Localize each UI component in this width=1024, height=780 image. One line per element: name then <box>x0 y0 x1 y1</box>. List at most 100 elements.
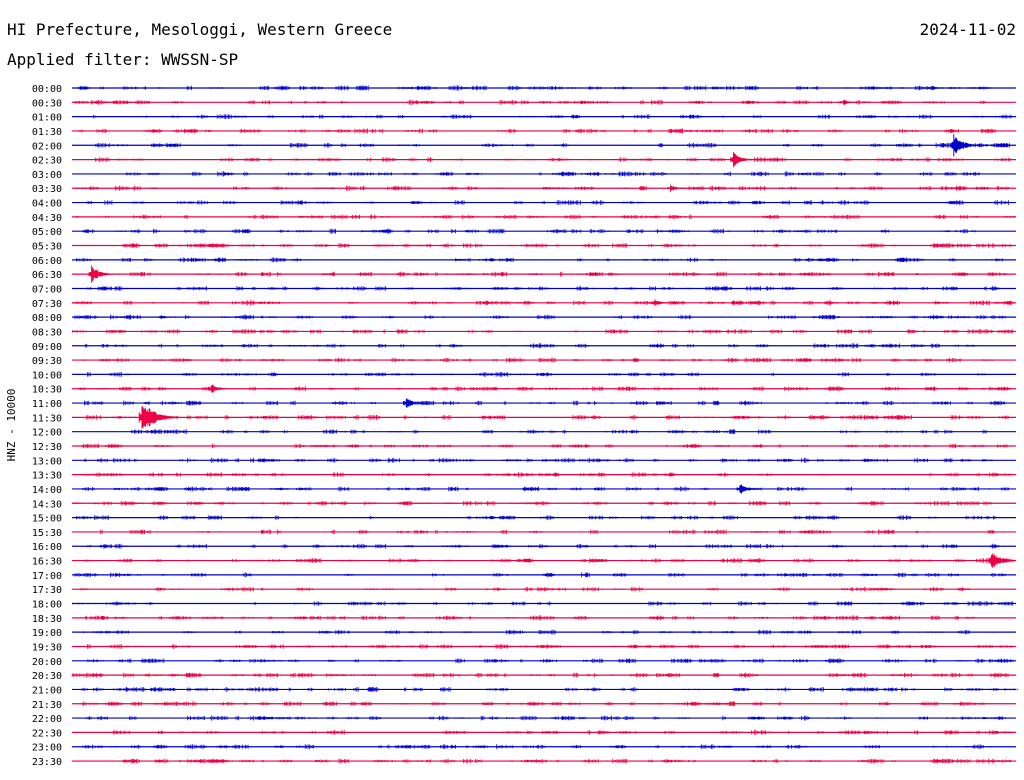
trace-noise <box>73 99 986 105</box>
row-time-label: 14:30 <box>32 499 62 510</box>
trace-noise <box>78 386 1011 392</box>
seismic-event <box>403 398 423 408</box>
time-labels: 00:00 00:30 01:00 01:30 02:00 02:30 03:00 03:30… <box>32 84 62 768</box>
row-time-label: 04:30 <box>32 213 62 224</box>
row-time-label: 11:30 <box>32 413 62 424</box>
trace-noise <box>76 85 991 91</box>
trace-noise <box>72 329 1014 334</box>
trace-noise <box>81 443 1008 449</box>
row-time-label: 07:00 <box>32 284 62 295</box>
trace-noise <box>71 672 1009 678</box>
row-time-label: 16:30 <box>32 557 62 568</box>
trace-noise <box>82 486 1009 492</box>
trace-noise <box>113 729 1011 735</box>
row-time-label: 23:30 <box>32 757 62 768</box>
seismic-event <box>208 384 227 393</box>
trace-noise <box>71 500 992 506</box>
trace-noise <box>86 200 1009 205</box>
trace-noise <box>76 185 1009 191</box>
row-time-label: 19:30 <box>32 642 62 653</box>
row-time-label: 06:30 <box>32 270 62 281</box>
seismic-event <box>988 553 1015 568</box>
row-time-label: 20:00 <box>32 657 62 668</box>
seismogram-traces <box>71 85 1018 764</box>
trace-noise <box>82 228 976 234</box>
trace-noise <box>126 171 980 177</box>
row-time-label: 23:00 <box>32 743 62 754</box>
seismic-event <box>651 299 668 307</box>
row-time-label: 00:30 <box>32 98 62 109</box>
trace-noise <box>72 601 1014 606</box>
row-time-label: 01:00 <box>32 113 62 124</box>
trace-noise <box>85 615 976 621</box>
trace-noise <box>76 257 1003 263</box>
row-time-label: 05:00 <box>32 227 62 238</box>
trace-noise <box>74 572 1006 578</box>
trace-noise <box>83 472 1011 478</box>
y-axis-label: HNZ - 10000 <box>5 389 18 462</box>
station-title: HI Prefecture, Mesologgi, Western Greece <box>7 20 393 39</box>
trace-noise <box>81 357 994 363</box>
row-time-label: 11:00 <box>32 399 62 410</box>
trace-noise <box>79 128 996 134</box>
row-time-label: 21:00 <box>32 685 62 696</box>
row-time-label: 09:00 <box>32 342 62 353</box>
trace-noise <box>121 758 1012 764</box>
seismic-event <box>730 152 753 168</box>
seismic-event <box>950 134 979 157</box>
trace-noise <box>75 214 1015 220</box>
trace-noise <box>85 343 976 349</box>
row-time-label: 22:00 <box>32 714 62 725</box>
trace-noise <box>86 715 1006 721</box>
trace-noise <box>84 558 1015 564</box>
trace-noise <box>95 157 1011 163</box>
row-time-label: 17:30 <box>32 585 62 596</box>
trace-noise <box>81 701 985 707</box>
trace-noise <box>87 371 986 377</box>
row-time-label: 07:30 <box>32 299 62 310</box>
trace-noise <box>87 644 1012 649</box>
trace-noise <box>121 243 1012 248</box>
seismic-event <box>123 687 138 692</box>
row-time-label: 18:30 <box>32 614 62 625</box>
row-time-label: 06:00 <box>32 256 62 267</box>
row-time-label: 21:30 <box>32 700 62 711</box>
seismic-event <box>667 184 684 192</box>
seismic-event <box>736 484 757 494</box>
row-time-label: 04:00 <box>32 199 62 210</box>
seismic-event <box>138 406 176 429</box>
row-time-label: 18:00 <box>32 600 62 611</box>
trace-noise <box>82 744 992 750</box>
row-time-label: 08:30 <box>32 327 62 338</box>
row-time-label: 15:30 <box>32 528 62 539</box>
trace-noise <box>72 300 1015 306</box>
row-time-label: 03:30 <box>32 184 62 195</box>
row-time-label: 14:00 <box>32 485 62 496</box>
trace-noise <box>87 543 1000 549</box>
row-time-label: 02:30 <box>32 156 62 167</box>
record-date: 2024-11-02 <box>919 20 1016 39</box>
row-time-label: 02:00 <box>32 141 62 152</box>
row-time-label: 13:30 <box>32 471 62 482</box>
row-time-label: 22:30 <box>32 728 62 739</box>
trace-noise <box>79 586 970 592</box>
row-time-label: 00:00 <box>32 84 62 95</box>
row-time-label: 08:00 <box>32 313 62 324</box>
trace-noise <box>81 629 994 635</box>
trace-noise <box>86 414 1009 420</box>
filter-label: Applied filter: WWSSN-SP <box>7 50 239 69</box>
trace-noise <box>84 400 1005 406</box>
row-time-label: 20:30 <box>32 671 62 682</box>
row-time-label: 03:00 <box>32 170 62 181</box>
row-time-label: 13:00 <box>32 456 62 467</box>
trace-noise <box>84 457 993 463</box>
seismic-event <box>840 99 856 105</box>
row-time-label: 10:30 <box>32 385 62 396</box>
row-time-label: 01:30 <box>32 127 62 138</box>
seismic-event <box>928 85 944 91</box>
trace-noise <box>74 314 1006 320</box>
trace-noise <box>131 429 988 435</box>
trace-noise <box>81 687 1018 692</box>
row-time-label: 10:00 <box>32 370 62 381</box>
seismic-event <box>88 265 113 283</box>
